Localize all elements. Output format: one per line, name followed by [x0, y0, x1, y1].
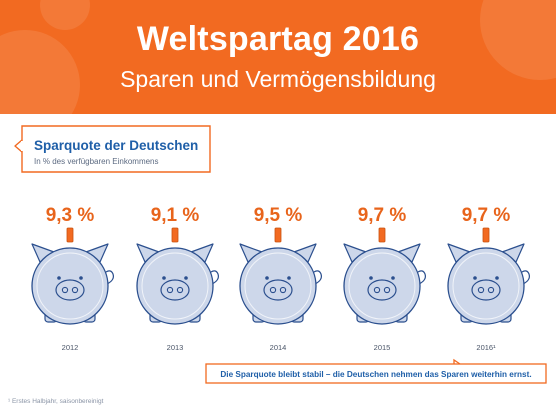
- pig-nostril: [487, 286, 495, 294]
- page-title: Weltspartag 2016: [136, 20, 420, 58]
- pig-tail: [521, 270, 530, 285]
- coin: [378, 227, 386, 243]
- chart-title: Sparquote der Deutschen: [34, 138, 198, 153]
- annotation-pointer: [453, 358, 461, 365]
- pig-nostril: [383, 286, 391, 294]
- coin: [171, 227, 179, 243]
- pig-nostril: [269, 286, 277, 294]
- footnote: ¹ Erstes Halbjahr, saisonbereinigt: [8, 398, 104, 405]
- value-label: 9,7 %: [462, 205, 511, 226]
- pig-eye: [391, 276, 395, 280]
- chart-title-pointer: [14, 139, 23, 153]
- coin: [482, 227, 490, 243]
- piggy-bank-1: [136, 227, 219, 325]
- pig-nostril: [71, 286, 79, 294]
- chart-marks: 9,3 % 2012 9,1 % 2013 9,5 % 2014 9,7 % 2015 9,7 …: [31, 205, 530, 352]
- pig-eye: [79, 276, 83, 280]
- category-label: 2013: [167, 343, 184, 352]
- pig-tail: [313, 270, 322, 285]
- pig-nostril: [279, 286, 287, 294]
- page-subtitle: Sparen und Vermögensbildung: [120, 66, 436, 92]
- pig-snout: [160, 279, 190, 301]
- pig-nostril: [166, 286, 174, 294]
- piggy-bank-2: [239, 227, 322, 325]
- category-label: 2015: [374, 343, 391, 352]
- pig-tail: [417, 270, 426, 285]
- annotation-frame: [205, 363, 547, 384]
- pig-nostril: [477, 286, 485, 294]
- pig-snout: [55, 279, 85, 301]
- piggy-bank-3: [343, 227, 426, 325]
- category-label: 2012: [62, 343, 79, 352]
- piggy-bank-0: [31, 227, 114, 325]
- chart-title-frame: [21, 125, 211, 173]
- value-label: 9,3 %: [46, 205, 95, 226]
- category-label: 2014: [270, 343, 287, 352]
- pig-eye: [369, 276, 373, 280]
- pig-highlight: [452, 252, 520, 320]
- pig-snout: [367, 279, 397, 301]
- chart-title-pointer-mask: [21, 141, 24, 151]
- pig-eye: [287, 276, 291, 280]
- pig-eye: [57, 276, 61, 280]
- coin: [274, 227, 282, 243]
- pig-highlight: [348, 252, 416, 320]
- pig-eye: [265, 276, 269, 280]
- pig-highlight: [141, 252, 209, 320]
- value-label: 9,7 %: [358, 205, 407, 226]
- pig-tail: [210, 270, 219, 285]
- pig-eye: [184, 276, 188, 280]
- value-label: 9,5 %: [254, 205, 303, 226]
- value-label: 9,1 %: [151, 205, 200, 226]
- pig-nostril: [373, 286, 381, 294]
- chart-annotation: Die Sparquote bleibt stabil – die Deutsc…: [205, 358, 547, 384]
- pig-snout: [471, 279, 501, 301]
- pig-tail: [105, 270, 114, 285]
- pig-snout: [263, 279, 293, 301]
- pig-eye: [473, 276, 477, 280]
- pig-nostril: [61, 286, 69, 294]
- coin: [66, 227, 74, 243]
- header-banner: Weltspartag 2016 Sparen und Vermögensbil…: [0, 0, 556, 114]
- pig-highlight: [36, 252, 104, 320]
- category-label: 2016¹: [476, 343, 496, 352]
- pig-highlight: [244, 252, 312, 320]
- pig-nostril: [176, 286, 184, 294]
- pig-eye: [495, 276, 499, 280]
- chart-title-box: Sparquote der Deutschen In % des verfügb…: [14, 125, 211, 173]
- chart-subtitle: In % des verfügbaren Einkommens: [34, 157, 159, 166]
- annotation-text: Die Sparquote bleibt stabil – die Deutsc…: [220, 370, 531, 379]
- piggy-bank-4: [447, 227, 530, 325]
- pig-eye: [162, 276, 166, 280]
